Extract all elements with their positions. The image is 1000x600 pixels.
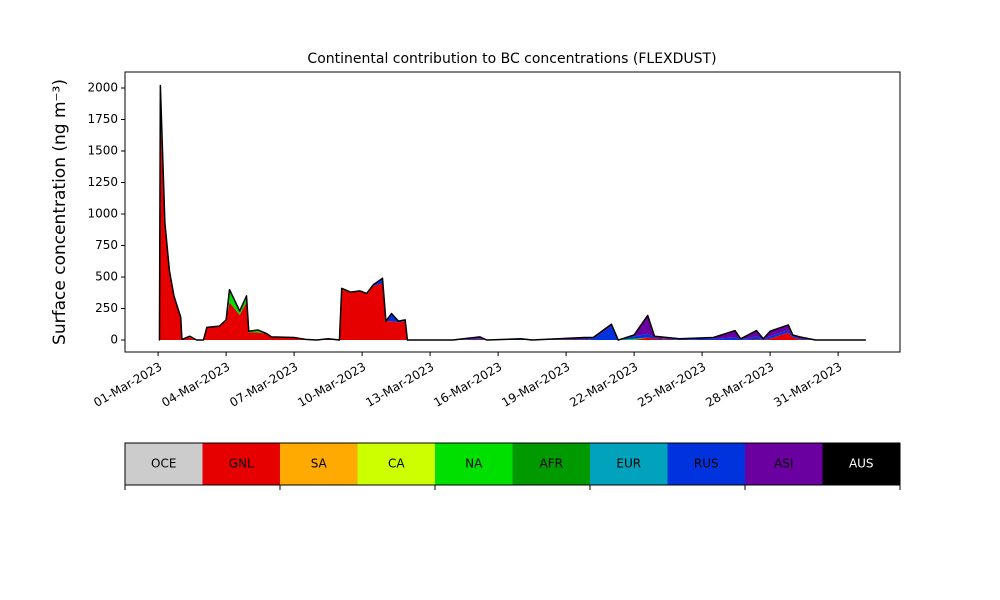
y-tick-label: 750 (95, 238, 118, 252)
colorbar: OCE GNL SA CA NA AFR EUR RUS ASI AUS (124, 442, 901, 490)
legend-label: ASI (774, 457, 793, 471)
legend-label: GNL (229, 457, 254, 471)
legend-swatch (280, 443, 358, 485)
colorbar-frame (124, 442, 901, 486)
legend-label: AUS (849, 457, 874, 471)
legend-swatch (745, 443, 823, 485)
legend-label: AFR (540, 457, 563, 471)
y-tick-label: 500 (95, 270, 118, 284)
plot-area (158, 84, 867, 341)
axes-frame (124, 71, 901, 353)
y-tick-label: 2000 (87, 81, 118, 95)
legend-swatch (125, 443, 203, 485)
y-tick-label: 1250 (87, 175, 118, 189)
y-tick-label: 1000 (87, 207, 118, 221)
legend-label: EUR (616, 457, 641, 471)
legend-label: NA (465, 457, 483, 471)
legend-swatch (357, 443, 435, 485)
y-axis-label: Surface concentration (ng m⁻³) (50, 79, 70, 345)
legend-swatch (667, 443, 745, 485)
y-tick-label: 1500 (87, 144, 118, 158)
legend-label: OCE (151, 457, 176, 471)
y-tick-label: 250 (95, 301, 118, 315)
legend-label: SA (311, 457, 328, 471)
y-tick-label: 1750 (87, 112, 118, 126)
area-aus (158, 84, 867, 341)
legend-swatch (512, 443, 590, 485)
legend-swatch (822, 443, 900, 485)
legend-swatch (202, 443, 280, 485)
chart-title: Continental contribution to BC concentra… (307, 51, 716, 67)
legend-label: RUS (694, 457, 719, 471)
legend-swatch (590, 443, 668, 485)
legend-label: CA (388, 457, 405, 471)
area-gnl (159, 113, 866, 341)
legend-swatch (435, 443, 513, 485)
y-tick-label: 0 (110, 333, 118, 347)
